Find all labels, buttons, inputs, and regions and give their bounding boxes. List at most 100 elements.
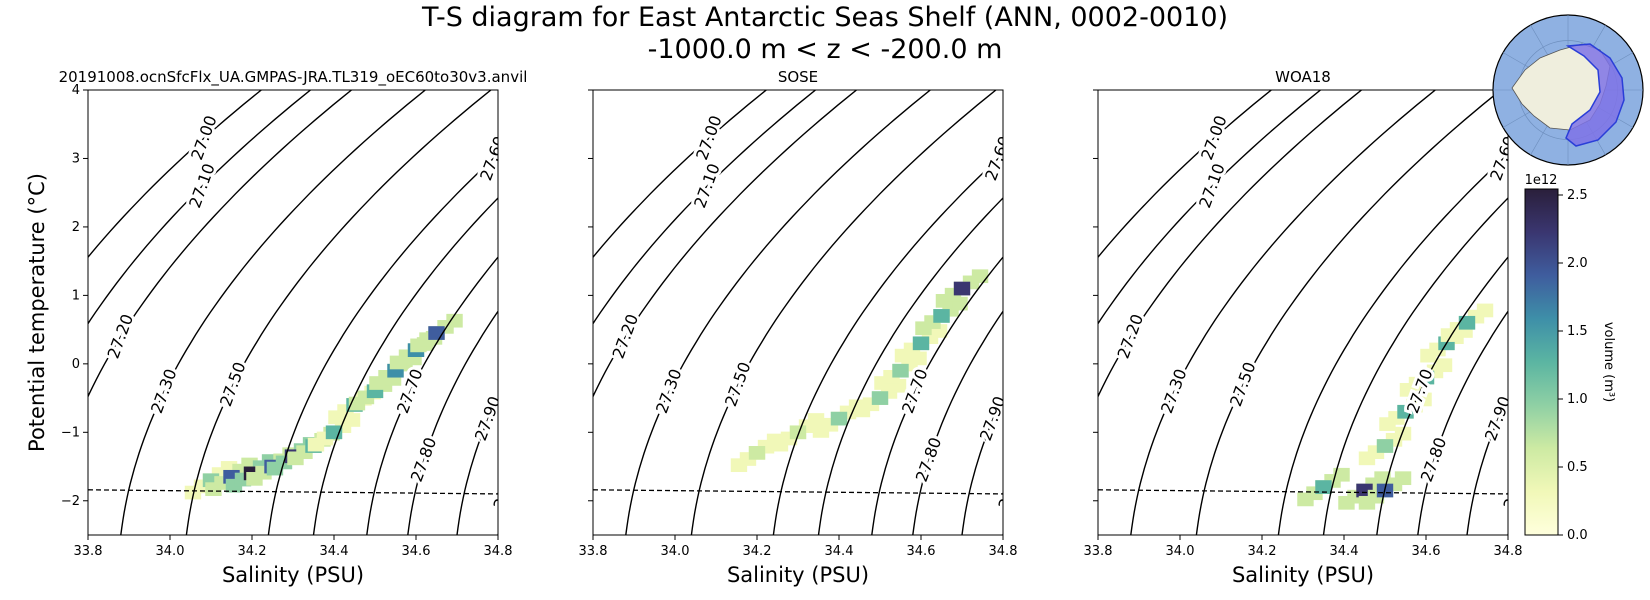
volume-halo (971, 269, 989, 284)
contour-label: 27.10 (1195, 161, 1229, 211)
density-contour (366, 256, 498, 535)
contour-label: 27.30 (1157, 366, 1191, 416)
density-contour (625, 90, 931, 535)
density-contour (817, 196, 1003, 535)
contour-label: 27.30 (147, 366, 181, 416)
contour-label: 27.60 (981, 134, 1015, 184)
contour-label: 27.50 (1226, 359, 1260, 409)
figure-subtitle: -1000.0 m < z < -200.0 m (647, 34, 1003, 65)
contour-label: 27.30 (652, 366, 686, 416)
plot-frame (87, 89, 499, 536)
x-axis-label: Salinity (PSU) (1232, 563, 1374, 587)
colorbar-tick-label: 1.0 (1567, 392, 1588, 407)
contour-label: 27.20 (609, 312, 643, 362)
contour-label: 28.00 (489, 462, 523, 512)
volume-halo (1333, 467, 1350, 482)
colorbar-tick-label: 0.5 (1567, 460, 1588, 475)
density-contour (593, 90, 857, 399)
y-tick-label: 4 (72, 83, 80, 98)
colorbar-tick-label: 1.5 (1567, 324, 1588, 339)
y-tick-label: 3 (72, 151, 80, 166)
x-tick-label: 33.8 (579, 544, 608, 559)
contour-label: 27.10 (690, 161, 724, 211)
volume-halo (807, 413, 825, 427)
plot-frame (592, 89, 1004, 536)
panel-title: 20191008.ocnSfcFlx_UA.GMPAS-JRA.TL319_oE… (59, 68, 528, 87)
contour-label: 27.00 (1197, 113, 1231, 163)
y-tick-label: −2 (61, 494, 80, 509)
density-contour (961, 394, 1003, 535)
volume-cell (1458, 315, 1476, 330)
figure-title: T-S diagram for East Antarctic Seas Shel… (421, 2, 1229, 33)
density-contour (312, 196, 498, 535)
colorbar-tick-label: 0.0 (1567, 528, 1588, 543)
volume-cell (871, 391, 889, 405)
density-contour (772, 153, 1003, 535)
density-contour (456, 394, 498, 535)
density-contour (88, 90, 311, 325)
x-tick-label: 33.8 (1084, 544, 1113, 559)
contour-label: 27.80 (407, 435, 441, 485)
x-axis-label: Salinity (PSU) (727, 563, 869, 587)
x-tick-label: 34.6 (402, 544, 431, 559)
panel-title: WOA18 (1275, 68, 1331, 86)
y-tick-label: 1 (72, 288, 80, 303)
volume-cell (892, 363, 909, 378)
density-contour (1277, 153, 1508, 535)
density-contour (690, 90, 997, 535)
colorbar-multiplier: 1e12 (1525, 173, 1558, 188)
volume-cell (830, 411, 848, 426)
map-region (1565, 43, 1625, 147)
contour-label: 27.50 (721, 359, 755, 409)
volume-cell (1376, 439, 1394, 453)
contour-label: 27.20 (104, 312, 138, 362)
x-tick-label: 34.0 (156, 544, 185, 559)
volume-cell (912, 336, 930, 351)
volume-cell (1315, 480, 1332, 494)
volume-cell (789, 425, 807, 440)
contour-label: 28.00 (994, 462, 1028, 512)
density-contour (1130, 90, 1436, 535)
volume-halo (446, 313, 463, 328)
x-tick-label: 34.2 (238, 544, 267, 559)
contour-label: 27.60 (476, 134, 510, 184)
density-contour (88, 90, 262, 259)
freezing-line (88, 489, 498, 495)
volume-halo (1435, 358, 1453, 373)
colorbar: 0.0 0.5 1.0 1.5 2.0 2.5 1e12 volume (m³) (1524, 173, 1616, 543)
contour-label: 27.00 (692, 113, 726, 163)
density-contour (497, 529, 498, 535)
density-contour (1002, 529, 1003, 535)
contour-label: 27.50 (216, 359, 250, 409)
contour-label: 27.80 (1417, 435, 1451, 485)
volume-cell (933, 309, 950, 323)
contour-label: 27.20 (1114, 312, 1148, 362)
freezing-line (1098, 489, 1508, 495)
x-axis-label: Salinity (PSU) (222, 563, 364, 587)
density-contour (1098, 90, 1321, 325)
colorbar-bar (1524, 188, 1559, 536)
x-tick-label: 34.6 (1412, 544, 1441, 559)
volume-cell (1417, 370, 1435, 385)
contour-label: 27.90 (471, 394, 505, 444)
freezing-line (593, 489, 1003, 495)
x-tick-label: 34.8 (1494, 544, 1523, 559)
contour-label: 27.10 (185, 161, 219, 211)
y-axis-label: Potential temperature (°C) (25, 173, 49, 452)
y-tick-label: 0 (72, 357, 80, 372)
density-contour (120, 90, 426, 535)
density-contour (267, 153, 498, 535)
density-contour (88, 90, 352, 399)
y-tick-label: −1 (61, 425, 80, 440)
density-contour (1417, 310, 1508, 535)
volume-halo (1394, 471, 1412, 486)
panel-title: SOSE (778, 68, 818, 86)
density-contour (912, 310, 1003, 535)
inset-map (1492, 14, 1644, 166)
density-contour (593, 90, 767, 259)
